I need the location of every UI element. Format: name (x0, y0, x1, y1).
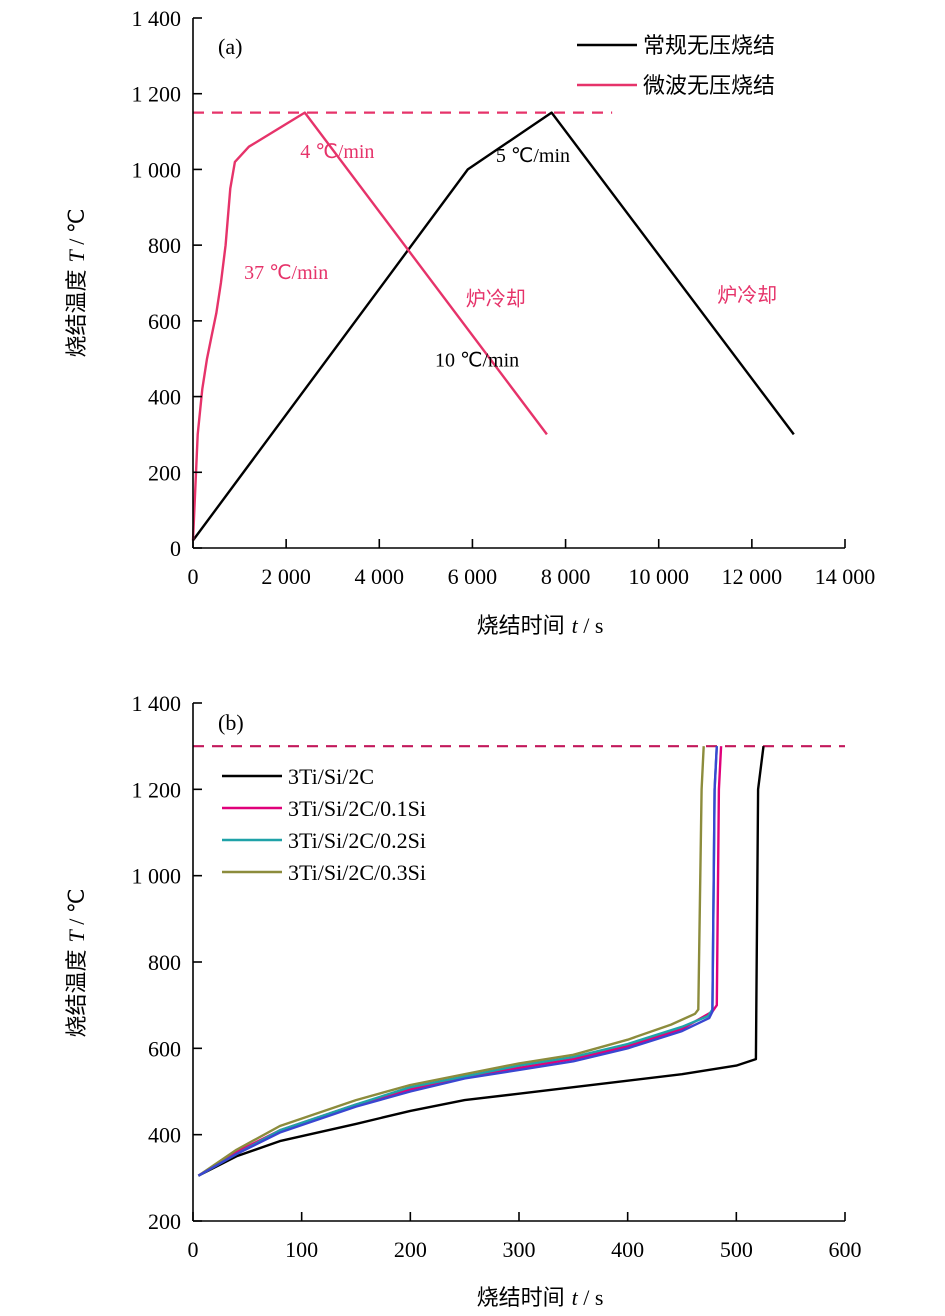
panel-a-y-axis-title: 烧结温度 T / ℃ (64, 208, 90, 357)
panel-b-x-axis-title: 烧结时间 t / s (477, 1285, 604, 1311)
panel-a-legend-label: 微波无压烧结 (643, 74, 775, 99)
panel-a-y-tick-label: 400 (148, 385, 181, 410)
panel-b-x-tick-label: 300 (503, 1237, 536, 1262)
panel-b-series-line-5 (197, 746, 718, 1177)
panel-b-x-tick-label: 0 (188, 1237, 199, 1262)
panel-b-legend: 3Ti/Si/2C 3Ti/Si/2C/0.1Si 3Ti/Si/2C/0.2Si 3… (222, 764, 426, 885)
panel-b-x-tick-label: 400 (611, 1237, 644, 1262)
panel-b-y-axis-title-unit: / ℃ (64, 888, 89, 930)
panel-a-x-tick-label: 12 000 (722, 564, 783, 589)
panel-b-x-axis-title-var: t (572, 1285, 579, 1310)
panel-a-y-tick-label: 200 (148, 460, 181, 485)
panel-a-annotations: 4 ℃/min 37 ℃/min 10 ℃/min 5 ℃/min 炉冷却 炉冷却 (244, 141, 777, 371)
panel-a-y-tick-label: 0 (170, 536, 181, 561)
panel-b-series-line-2 (197, 746, 723, 1177)
panel-b-y-axis-title-var: T (64, 929, 89, 943)
panel-b-y-tick-label: 1 400 (132, 691, 182, 716)
panel-b-y-tick-label: 600 (148, 1036, 181, 1061)
panel-a-x-axis-title-prefix: 烧结时间 (477, 614, 572, 639)
panel-a-annotation: 5 ℃/min (496, 145, 570, 167)
panel-a-legend-label: 常规无压烧结 (643, 34, 775, 59)
panel-b-y-tick-label: 1 000 (132, 864, 182, 889)
panel-a-y-tick-label: 600 (148, 309, 181, 334)
panel-a-x-tick-label: 2 000 (261, 564, 311, 589)
panel-b-x-tick-label: 600 (829, 1237, 862, 1262)
panel-b-y-tick-label: 200 (148, 1209, 181, 1234)
panel-a-x-axis-title-unit: / s (578, 613, 604, 638)
panel-b-legend-label: 3Ti/Si/2C/0.3Si (288, 860, 426, 885)
panel-a-label: (a) (218, 34, 242, 59)
panel-a-series-line-1 (192, 111, 795, 542)
panel-b: 200 400 600 800 1 000 1 200 1 400 0 100 200 300 400… (64, 691, 862, 1311)
panel-a-y-tick-label: 1 000 (132, 157, 182, 182)
panel-b-y-tick-label: 400 (148, 1123, 181, 1148)
panel-a-annotation: 4 ℃/min (300, 141, 374, 163)
panel-b-x-tick-label: 500 (720, 1237, 753, 1262)
panel-b-x-tick-label: 100 (285, 1237, 318, 1262)
panel-a-annotation: 10 ℃/min (435, 349, 519, 371)
panel-b-x-axis-title-prefix: 烧结时间 (477, 1286, 572, 1311)
panel-b-series-line-3 (197, 746, 718, 1177)
panel-a-y-tick-label: 800 (148, 233, 181, 258)
panel-a-y-axis-title-unit: / ℃ (64, 208, 89, 250)
panel-b-x-axis-title-unit: / s (578, 1285, 604, 1310)
panel-b-y-tick-label: 800 (148, 950, 181, 975)
panel-a-axes: 0 200 400 600 800 1 000 1 200 1 400 0 2 000 4 000 6… (132, 6, 876, 589)
panel-a-y-tick-label: 1 200 (132, 82, 182, 107)
panel-b-y-axis-title: 烧结温度 T / ℃ (64, 888, 90, 1037)
panel-a-series-layer (191, 111, 795, 542)
panel-a-y-axis-title-var: T (64, 249, 89, 263)
panel-b-legend-label: 3Ti/Si/2C/0.1Si (288, 796, 426, 821)
panel-a-annotation: 炉冷却 (466, 288, 526, 311)
panel-a: 0 200 400 600 800 1 000 1 200 1 400 0 2 000 4 000 6… (64, 6, 875, 639)
panel-a-series-line-2 (191, 111, 548, 541)
panel-b-y-tick-label: 1 200 (132, 777, 182, 802)
panel-a-annotation: 炉冷却 (717, 284, 777, 307)
panel-b-legend-label: 3Ti/Si/2C (288, 764, 374, 789)
panel-a-x-axis-title: 烧结时间 t / s (477, 613, 604, 639)
panel-b-x-tick-label: 200 (394, 1237, 427, 1262)
panel-b-label: (b) (218, 710, 244, 735)
panel-b-series-layer (193, 745, 845, 1177)
panel-a-x-tick-label: 10 000 (628, 564, 689, 589)
panel-b-legend-label: 3Ti/Si/2C/0.2Si (288, 828, 426, 853)
panel-a-x-tick-label: 6 000 (448, 564, 498, 589)
panel-b-series-line-1 (197, 746, 765, 1177)
panel-a-x-tick-label: 8 000 (541, 564, 591, 589)
panel-a-y-axis-title-prefix: 烧结温度 (65, 263, 90, 358)
panel-a-annotation: 37 ℃/min (244, 262, 328, 284)
panel-a-x-tick-label: 4 000 (355, 564, 405, 589)
panel-b-y-axis-title-prefix: 烧结温度 (65, 943, 90, 1038)
panel-a-y-tick-label: 1 400 (132, 6, 182, 31)
panel-b-series-line-4 (197, 746, 705, 1177)
panel-a-x-tick-label: 0 (188, 564, 199, 589)
panel-a-x-axis-title-var: t (572, 613, 579, 638)
panel-b-axes: 200 400 600 800 1 000 1 200 1 400 0 100 200 300 400… (132, 691, 862, 1262)
panel-a-x-tick-label: 14 000 (815, 564, 876, 589)
